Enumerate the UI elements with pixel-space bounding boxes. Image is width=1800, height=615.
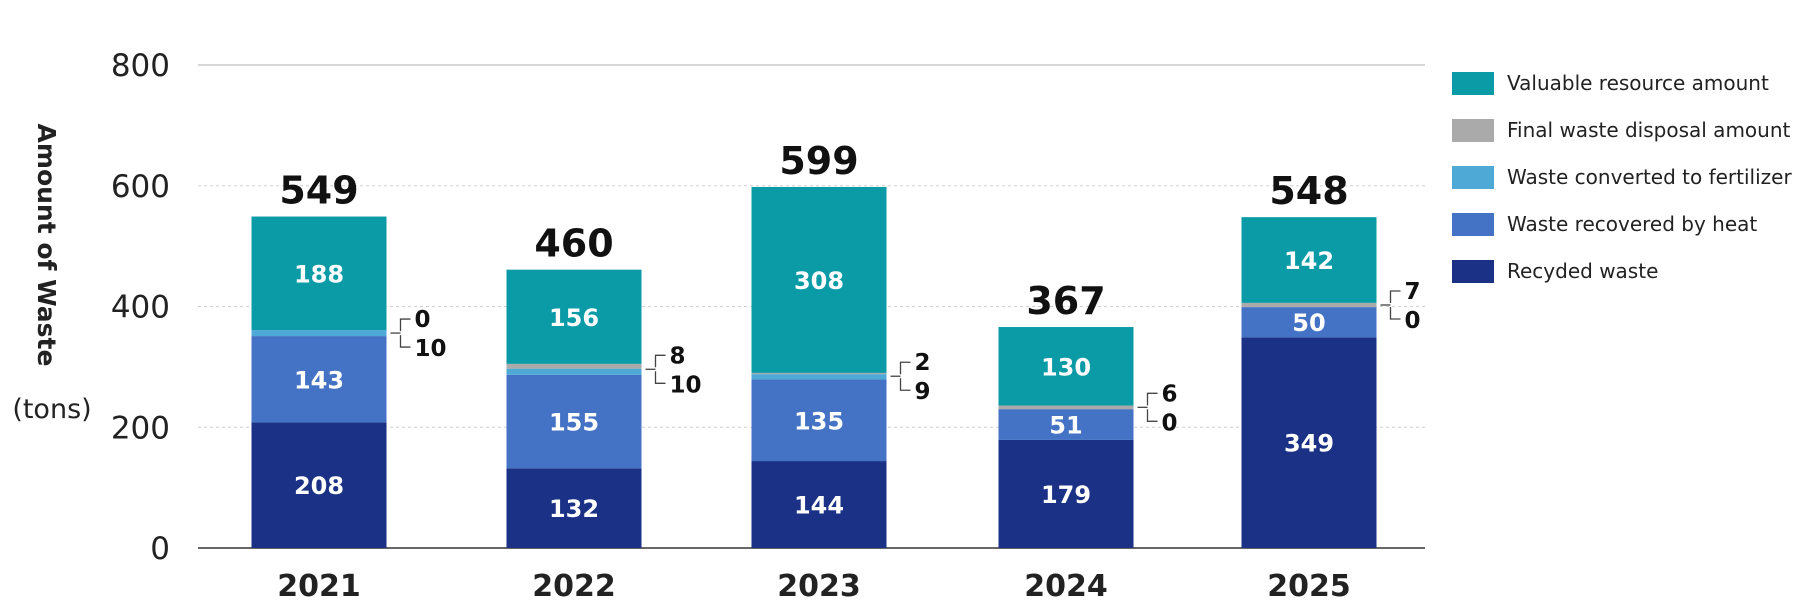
segment-value-label: 130	[1041, 353, 1091, 381]
leader-line	[654, 354, 666, 368]
bar-segment	[1241, 217, 1377, 303]
bar-segment	[998, 405, 1134, 410]
y-tick-label: 400	[111, 290, 170, 326]
total-label: 460	[534, 222, 613, 266]
disposal-value-label: 2	[915, 350, 931, 376]
bar-segment	[251, 330, 387, 337]
leader-line	[899, 361, 911, 375]
disposal-value-label: 0	[415, 307, 431, 333]
leader-line	[399, 318, 411, 332]
legend-swatch	[1452, 72, 1494, 95]
legend-swatch	[1452, 213, 1494, 236]
segment-value-label: 51	[1049, 412, 1082, 440]
disposal-value-label: 8	[670, 343, 686, 369]
segment-value-label: 308	[794, 267, 844, 295]
legend-label: Waste recovered by heat	[1507, 212, 1757, 236]
bar-segment	[506, 363, 642, 369]
segment-value-label: 144	[794, 492, 844, 520]
total-label: 549	[279, 169, 358, 213]
leader-line	[1146, 409, 1158, 422]
bar-segment	[1241, 337, 1377, 548]
segment-value-label: 179	[1041, 481, 1091, 509]
y-tick-label: 600	[111, 169, 170, 205]
y-tick-label: 200	[111, 410, 170, 446]
fertilizer-value-label: 10	[415, 336, 447, 362]
bar-segment	[506, 468, 642, 548]
y-tick-label: 0	[150, 531, 170, 567]
bar-segment	[751, 461, 887, 548]
bar-segment	[998, 439, 1134, 548]
bar-segment	[751, 374, 887, 380]
legend-label: Recyded waste	[1507, 259, 1658, 283]
x-category-label: 2022	[532, 569, 616, 604]
bar-segment	[751, 186, 887, 373]
legend-swatch	[1452, 166, 1494, 189]
legend-swatch	[1452, 260, 1494, 283]
x-category-label: 2024	[1024, 569, 1108, 604]
bar-segment	[1241, 307, 1377, 338]
fertilizer-value-label: 9	[915, 379, 931, 405]
legend: Valuable resource amount Final waste disp…	[1452, 71, 1792, 283]
leader-line	[654, 371, 666, 384]
segment-value-label: 143	[294, 366, 344, 394]
segment-value-label: 142	[1284, 247, 1334, 275]
bar-segment	[251, 336, 387, 423]
legend-label: Valuable resource amount	[1507, 71, 1769, 95]
bar-segment	[998, 327, 1134, 406]
bar-segment	[506, 374, 642, 469]
segment-value-label: 156	[549, 304, 599, 332]
leader-line	[899, 378, 911, 391]
fertilizer-value-label: 10	[670, 372, 702, 398]
x-category-label: 2023	[777, 569, 861, 604]
leader-line	[399, 335, 411, 348]
bar-segment	[251, 216, 387, 331]
segment-value-label: 208	[294, 472, 344, 500]
bar-segment	[1241, 302, 1377, 308]
leader-line	[1146, 392, 1158, 406]
fertilizer-value-label: 0	[1405, 308, 1421, 334]
x-category-label: 2025	[1267, 569, 1351, 604]
total-label: 548	[1269, 169, 1348, 213]
legend-label: Waste converted to fertilizer	[1507, 165, 1792, 189]
disposal-value-label: 7	[1405, 279, 1421, 305]
legend-label: Final waste disposal amount	[1507, 118, 1791, 142]
leader-line	[1389, 306, 1401, 320]
segment-value-label: 155	[549, 409, 599, 437]
bar-segment	[751, 372, 887, 375]
y-axis-unit: (tons)	[12, 394, 91, 425]
total-label: 367	[1026, 279, 1105, 323]
bar-segment	[998, 409, 1134, 440]
segment-value-label: 135	[794, 407, 844, 435]
bar-segment	[251, 422, 387, 548]
leader-line	[1389, 290, 1401, 303]
segment-value-label: 349	[1284, 430, 1334, 458]
bar-segment	[506, 368, 642, 375]
disposal-value-label: 6	[1162, 381, 1178, 407]
fertilizer-value-label: 0	[1162, 410, 1178, 436]
total-label: 599	[779, 139, 858, 183]
bars	[251, 186, 1377, 548]
segment-value-label: 50	[1292, 309, 1325, 337]
bar-segment	[751, 379, 887, 462]
labels: 0200400600800208143188010549202113215515…	[111, 48, 1421, 604]
legend-swatch	[1452, 119, 1494, 142]
segment-value-label: 132	[549, 495, 599, 523]
y-tick-label: 800	[111, 48, 170, 84]
y-axis-label: Amount of Waste	[32, 124, 61, 367]
bar-segment	[506, 269, 642, 364]
x-category-label: 2021	[277, 569, 361, 604]
segment-value-label: 188	[294, 260, 344, 288]
